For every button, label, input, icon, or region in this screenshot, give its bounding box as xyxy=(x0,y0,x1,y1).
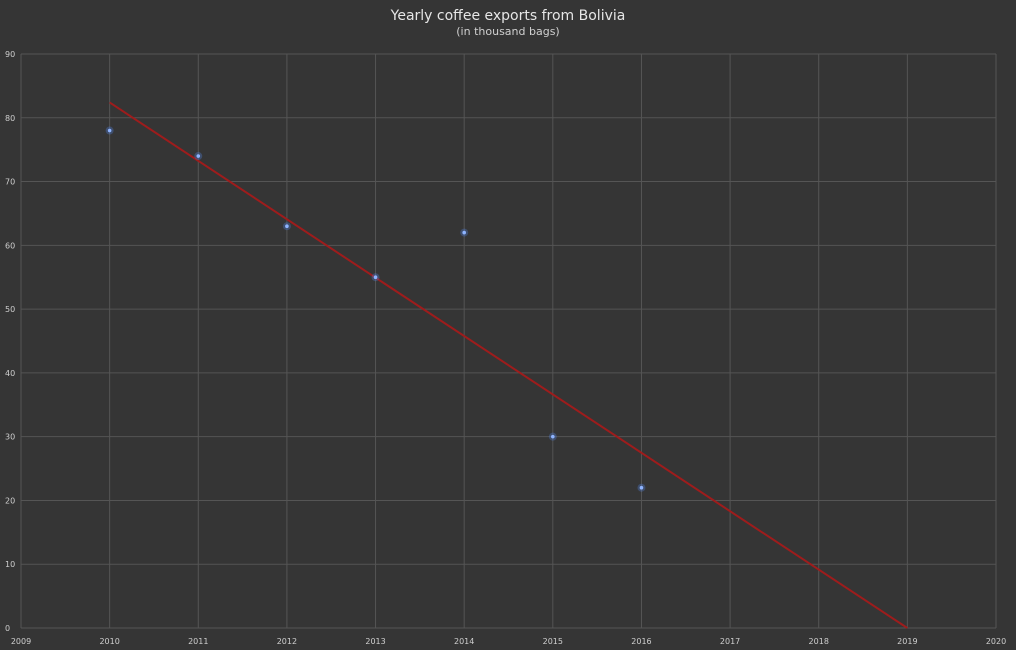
data-point xyxy=(639,485,644,490)
data-point xyxy=(285,224,289,228)
trendline xyxy=(109,101,908,629)
data-point xyxy=(462,230,466,235)
x-tick-label: 2017 xyxy=(720,637,740,646)
x-tick-label: 2013 xyxy=(365,637,385,646)
chart-subtitle: (in thousand bags) xyxy=(456,25,560,38)
data-point xyxy=(196,154,201,158)
grid-layer xyxy=(20,53,997,629)
y-tick-label: 10 xyxy=(5,560,15,569)
data-point xyxy=(107,128,112,133)
x-tick-label: 2019 xyxy=(897,637,917,646)
y-tick-label: 40 xyxy=(5,369,15,378)
trendline-layer xyxy=(109,101,908,629)
y-tick-label: 30 xyxy=(5,433,15,442)
x-tick-label: 2014 xyxy=(454,637,474,646)
y-axis-ticks: 0 10 20 30 40 50 60 70 80 90 xyxy=(5,50,15,633)
x-tick-label: 2009 xyxy=(11,637,31,646)
y-tick-label: 80 xyxy=(5,114,15,123)
y-tick-label: 0 xyxy=(5,624,10,633)
y-tick-label: 20 xyxy=(5,496,15,505)
x-tick-label: 2011 xyxy=(188,637,208,646)
chart-title: Yearly coffee exports from Bolivia xyxy=(390,8,626,24)
x-tick-label: 2020 xyxy=(986,637,1006,646)
x-tick-label: 2015 xyxy=(543,637,563,646)
data-point xyxy=(373,275,378,280)
y-tick-label: 90 xyxy=(5,50,15,59)
x-tick-label: 2012 xyxy=(277,637,297,646)
x-tick-label: 2016 xyxy=(631,637,651,646)
x-tick-label: 2018 xyxy=(809,637,829,646)
y-tick-label: 70 xyxy=(5,178,15,187)
points-layer xyxy=(105,126,646,492)
y-tick-label: 50 xyxy=(5,305,15,314)
data-point xyxy=(551,434,555,439)
x-tick-label: 2010 xyxy=(99,637,119,646)
y-tick-label: 60 xyxy=(5,241,15,250)
x-axis-ticks: 2009 2010 2011 2012 2013 2014 2015 2016 2017 2018… xyxy=(11,637,1006,646)
